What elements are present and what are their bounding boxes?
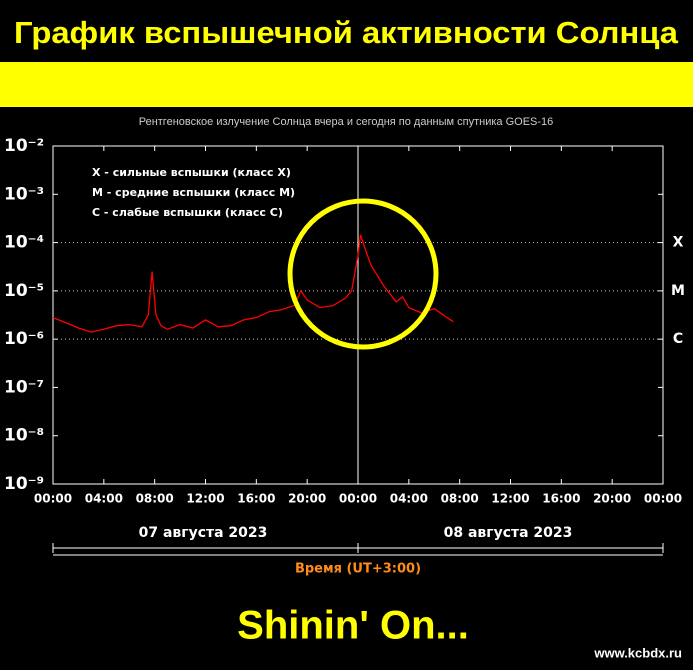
y-tick-label: 10⁻⁹: [4, 474, 44, 494]
x-tick-label: 16:00: [542, 492, 580, 506]
site-url: www.kcbdx.ru: [593, 645, 682, 660]
chart-subtitle: Рентгеновское излучение Солнца вчера и с…: [139, 116, 554, 128]
legend-note: C - слабые вспышки (класс C): [92, 206, 283, 219]
legend-note: X - сильные вспышки (класс X): [92, 166, 291, 179]
y-tick-label: 10⁻⁶: [4, 329, 44, 349]
y-tick-label: 10⁻⁴: [4, 233, 44, 253]
caption: Shinin' On...: [237, 604, 469, 648]
data-line: [52, 234, 454, 333]
x-tick-label: 08:00: [136, 492, 174, 506]
x-tick-label: 04:00: [390, 492, 428, 506]
y-tick-label: 10⁻⁷: [4, 377, 44, 397]
y-tick-label: 10⁻³: [4, 184, 44, 204]
class-level-label: X: [673, 235, 684, 251]
class-level-label: C: [673, 331, 683, 347]
y-tick-label: 10⁻⁸: [4, 426, 44, 446]
x-tick-label: 16:00: [237, 492, 275, 506]
date-label: 08 августа 2023: [444, 525, 573, 541]
x-tick-label: 00:00: [34, 492, 72, 506]
page-title: График вспышечной активности Солнца: [14, 15, 679, 50]
x-tick-label: 08:00: [441, 492, 479, 506]
x-axis-label: Время (UT+3:00): [295, 562, 421, 577]
x-tick-label: 12:00: [491, 492, 529, 506]
yellow-band: [0, 62, 693, 107]
highlight-circle: [287, 198, 439, 350]
legend-note: M - средние вспышки (класс M): [92, 186, 295, 199]
y-tick-label: 10⁻²: [4, 136, 44, 156]
x-tick-label: 00:00: [339, 492, 377, 506]
date-label: 07 августа 2023: [139, 525, 268, 541]
x-tick-label: 20:00: [593, 492, 631, 506]
x-tick-label: 12:00: [186, 492, 224, 506]
y-tick-label: 10⁻⁵: [4, 281, 44, 301]
class-level-label: M: [671, 283, 685, 299]
x-tick-label: 20:00: [288, 492, 326, 506]
x-tick-label: 04:00: [85, 492, 123, 506]
x-tick-label: 00:00: [644, 492, 682, 506]
